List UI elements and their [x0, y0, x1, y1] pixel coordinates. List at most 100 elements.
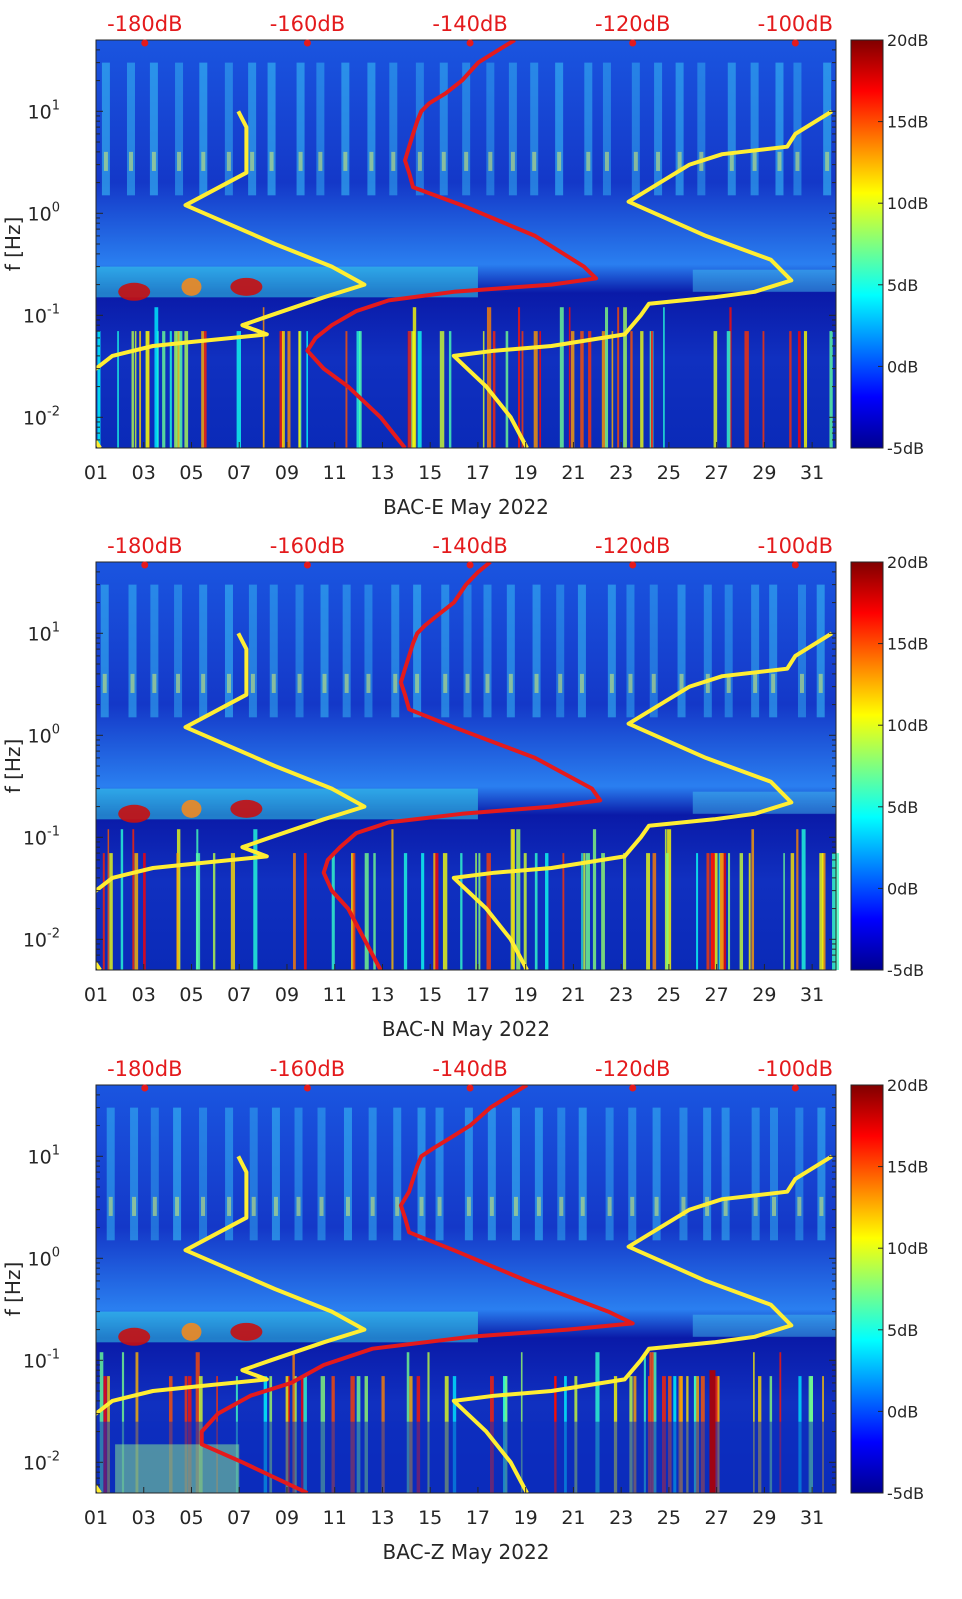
psd-curve	[305, 40, 599, 448]
x-tick-label: 23	[609, 1507, 633, 1529]
x-tick-label: 25	[657, 1507, 681, 1529]
x-tick-label: 19	[514, 984, 538, 1006]
top-axis-label: -160dB	[270, 534, 345, 558]
colorbar-tick-label: 5dB	[887, 276, 918, 295]
x-tick-label: 03	[132, 1507, 156, 1529]
top-axis-label: -100dB	[758, 1057, 833, 1081]
x-tick-label: 01	[84, 984, 108, 1006]
colorbar-tick-label: 0dB	[887, 879, 918, 898]
x-tick-label: 07	[227, 984, 251, 1006]
x-tick-label: 21	[561, 462, 585, 484]
spectrogram-texture	[96, 62, 836, 448]
colorbar-tick-label: 10dB	[887, 716, 929, 735]
panel-3: 01 03 05 07 09 11 13 15 17 19 21 23 25 27 29 31 BAC-Z Ma…	[1, 1057, 929, 1564]
x-axis-title: BAC-Z May 2022	[383, 1540, 550, 1564]
colorbar-tick-label: 15dB	[887, 635, 929, 654]
top-axis-marker	[303, 561, 311, 569]
x-tick-label: 03	[132, 984, 156, 1006]
colorbar-gradient	[850, 1084, 884, 1494]
colorbar-tick-label: 15dB	[887, 113, 929, 132]
x-tick-label: 09	[275, 984, 299, 1006]
x-tick-label: 11	[323, 1507, 347, 1529]
x-tick-label: 03	[132, 462, 156, 484]
colorbar-tick-label: 0dB	[887, 357, 918, 376]
top-axis-label: -160dB	[270, 1057, 345, 1081]
top-axis-marker	[466, 1084, 474, 1092]
top-axis-label: -140dB	[432, 1057, 507, 1081]
x-axis-title: BAC-N May 2022	[382, 1017, 550, 1041]
x-tick-label: 15	[418, 462, 442, 484]
colorbar-tick-label: 20dB	[887, 1076, 929, 1095]
top-axis-marker	[141, 1084, 149, 1092]
colorbar: 20dB 15dB 10dB 5dB 0dB -5dB	[850, 553, 929, 980]
spectrogram-texture	[96, 1107, 836, 1493]
x-tick-label: 13	[370, 462, 394, 484]
top-axis-label: -180dB	[107, 534, 182, 558]
top-axis-label: -120dB	[595, 1057, 670, 1081]
x-tick-label: 19	[514, 1507, 538, 1529]
x-tick-label: 01	[84, 462, 108, 484]
y-tick-label: 10-2	[23, 404, 60, 429]
top-axis-marker	[303, 1084, 311, 1092]
top-axis-label: -180dB	[107, 12, 182, 36]
x-tick-label: 15	[418, 984, 442, 1006]
panel-2: 01 03 05 07 09 11 13 15 17 19 21 23 25 27 29 31 BAC-N Ma…	[1, 534, 929, 1041]
x-tick-label: 29	[752, 1507, 776, 1529]
noise-model-low-curve	[96, 1155, 367, 1493]
colorbar-tick-label: 0dB	[887, 1402, 918, 1421]
colorbar-tick-label: 10dB	[887, 1239, 929, 1258]
colorbar-gradient	[850, 561, 884, 971]
x-tick-label: 05	[179, 462, 203, 484]
x-tick-label: 01	[84, 1507, 108, 1529]
colorbar-gradient	[850, 39, 884, 449]
noise-model-low-curve	[96, 632, 367, 970]
top-axis-label: -140dB	[432, 12, 507, 36]
x-tick-label: 29	[752, 462, 776, 484]
colorbar: 20dB 15dB 10dB 5dB 0dB -5dB	[850, 31, 929, 458]
colorbar-tick-label: -5dB	[887, 961, 924, 980]
x-tick-label: 23	[609, 462, 633, 484]
x-tick-label: 07	[227, 1507, 251, 1529]
colorbar-tick-label: 20dB	[887, 553, 929, 572]
x-tick-label: 27	[705, 462, 729, 484]
top-axis-marker	[791, 1084, 799, 1092]
colorbar-tick-label: 15dB	[887, 1158, 929, 1177]
x-tick-label: 09	[275, 1507, 299, 1529]
x-tick-label: 07	[227, 462, 251, 484]
x-tick-label: 09	[275, 462, 299, 484]
top-axis-label: -100dB	[758, 534, 833, 558]
x-tick-label: 11	[323, 462, 347, 484]
top-axis-marker	[791, 561, 799, 569]
top-axis-marker	[791, 39, 799, 47]
x-tick-label: 29	[752, 984, 776, 1006]
top-axis-label: -120dB	[595, 534, 670, 558]
noise-model-low-curve	[96, 110, 367, 448]
x-axis-title: BAC-E May 2022	[383, 495, 549, 519]
colorbar-tick-label: 5dB	[887, 798, 918, 817]
colorbar: 20dB 15dB 10dB 5dB 0dB -5dB	[850, 1076, 929, 1503]
colorbar-tick-label: -5dB	[887, 439, 924, 458]
y-tick-label: 10-1	[23, 302, 60, 327]
x-tick-label: 15	[418, 1507, 442, 1529]
top-axis-marker	[303, 39, 311, 47]
top-axis-label: -180dB	[107, 1057, 182, 1081]
y-axis-title: f [Hz]	[1, 1262, 25, 1317]
x-tick-label: 25	[657, 984, 681, 1006]
x-tick-label: 31	[800, 1507, 824, 1529]
y-axis-title: f [Hz]	[1, 739, 25, 794]
top-axis-marker	[629, 561, 637, 569]
panel-1: 01 03 05 07 09 11 13 15 17 19 21 23 25 27 29 31 BAC-E Ma…	[1, 12, 929, 519]
y-tick-label: 10-1	[23, 824, 60, 849]
colorbar-tick-label: 5dB	[887, 1321, 918, 1340]
top-axis-label: -100dB	[758, 12, 833, 36]
y-tick-label: 100	[28, 1245, 60, 1270]
top-axis-label: -160dB	[270, 12, 345, 36]
y-tick-label: 10-1	[23, 1347, 60, 1372]
x-tick-label: 19	[514, 462, 538, 484]
x-tick-label: 31	[800, 462, 824, 484]
colorbar-tick-label: -5dB	[887, 1484, 924, 1503]
noise-model-high-curve	[451, 1154, 833, 1493]
x-tick-label: 17	[466, 462, 490, 484]
x-tick-label: 31	[800, 984, 824, 1006]
